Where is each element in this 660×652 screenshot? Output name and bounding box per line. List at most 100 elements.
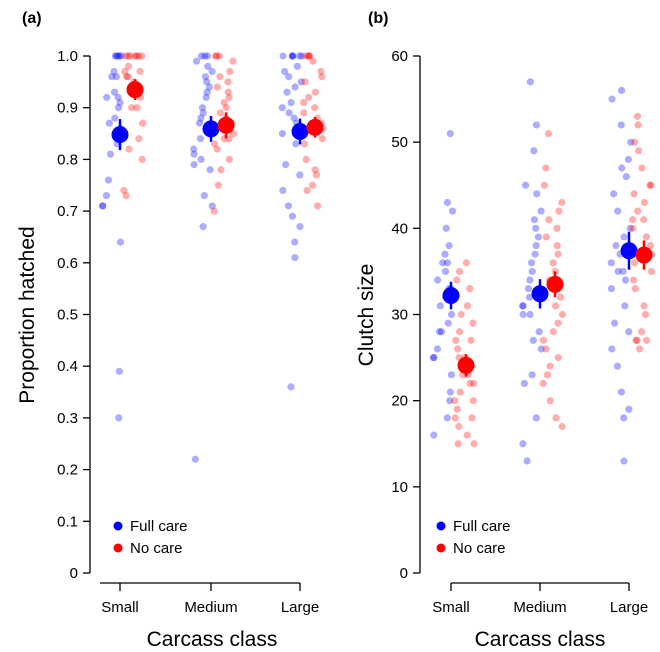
no-care-point — [135, 135, 143, 143]
no-care-point — [634, 121, 642, 129]
no-care-point — [549, 259, 557, 267]
no-care-point — [451, 397, 459, 405]
full-care-point — [293, 62, 301, 70]
no-care-point — [466, 379, 474, 388]
full-care-point — [278, 104, 286, 112]
no-care-point — [453, 276, 461, 284]
no-care-point — [454, 345, 462, 353]
full-care-point — [526, 78, 534, 86]
full-care-mean-point — [531, 285, 549, 303]
full-care-point — [617, 388, 626, 396]
no-care-point — [139, 119, 147, 127]
full-care-point — [532, 121, 541, 129]
full-care-point — [607, 259, 615, 267]
full-care-point — [625, 328, 633, 336]
no-care-point — [546, 397, 554, 405]
full-care-point — [298, 52, 306, 60]
full-care-point — [285, 109, 293, 117]
no-care-point — [633, 336, 641, 344]
no-care-point — [558, 198, 566, 207]
full-care-point — [534, 233, 543, 241]
no-care-point — [224, 78, 232, 86]
full-care-point — [530, 216, 539, 224]
no-care-point — [551, 302, 560, 310]
no-care-point — [643, 336, 651, 344]
full-care-point — [443, 414, 451, 422]
no-care-point — [641, 310, 650, 319]
no-care-point — [215, 52, 224, 60]
full-care-point — [519, 302, 527, 310]
full-care-point — [202, 93, 210, 101]
full-care-point — [195, 119, 204, 127]
no-care-point — [305, 93, 313, 101]
full-care-point — [447, 371, 456, 379]
no-care-point — [558, 310, 567, 319]
x-tick-label: Small — [101, 599, 139, 616]
full-care-point — [530, 147, 538, 155]
legend-marker — [436, 521, 446, 531]
no-care-point — [629, 276, 638, 284]
full-care-point — [439, 259, 447, 267]
no-care-point — [646, 181, 654, 189]
full-care-point — [430, 353, 438, 362]
full-care-point — [199, 109, 207, 117]
no-care-point — [635, 345, 644, 353]
panel-b-ylabel: Clutch size — [355, 264, 378, 367]
no-care-mean-point — [635, 246, 653, 264]
full-care-point — [610, 190, 618, 198]
full-care-point — [532, 241, 540, 250]
no-care-point — [302, 155, 310, 163]
no-care-point — [630, 190, 638, 198]
no-care-mean-point — [126, 81, 144, 99]
full-care-point — [192, 57, 201, 65]
full-care-point — [443, 198, 452, 207]
full-care-point — [297, 78, 305, 86]
no-care-point — [467, 336, 475, 344]
no-care-point — [124, 73, 132, 81]
no-care-point — [553, 224, 561, 232]
no-care-point — [318, 73, 326, 81]
full-care-point — [532, 224, 540, 232]
full-care-point — [288, 52, 297, 60]
x-tick-label: Small — [432, 599, 470, 616]
full-care-point — [284, 202, 293, 210]
no-care-point — [633, 112, 642, 120]
no-care-point — [224, 88, 232, 96]
x-tick-label: Large — [610, 599, 648, 616]
panel-b-xlabel: Carcass class — [475, 628, 606, 651]
full-care-point — [524, 285, 533, 293]
no-care-point — [211, 52, 220, 60]
no-care-mean-point — [217, 116, 235, 134]
no-care-point — [301, 78, 309, 86]
full-care-point — [620, 457, 628, 465]
full-care-point — [290, 114, 298, 122]
no-care-point — [312, 171, 321, 179]
full-care-point — [191, 455, 199, 463]
full-care-point — [99, 202, 107, 210]
no-care-point — [124, 52, 133, 60]
no-care-point — [210, 207, 218, 215]
full-care-point — [190, 150, 198, 158]
no-care-point — [544, 129, 553, 138]
full-care-point — [287, 383, 295, 391]
no-care-point — [225, 155, 233, 163]
full-care-mean-point — [620, 242, 638, 260]
no-care-point — [311, 104, 319, 112]
y-tick-label: 30 — [391, 307, 408, 324]
no-care-point — [135, 52, 143, 60]
no-care-point — [631, 138, 639, 146]
full-care-point — [612, 241, 620, 250]
no-care-point — [647, 267, 656, 276]
full-care-point — [111, 52, 119, 60]
full-care-point — [115, 367, 123, 375]
full-care-point — [114, 52, 122, 60]
full-care-point — [205, 83, 214, 91]
no-care-point — [123, 73, 131, 81]
no-care-point — [138, 52, 146, 60]
full-care-point — [519, 302, 527, 310]
no-care-point — [120, 186, 128, 195]
no-care-mean-point — [306, 118, 324, 136]
no-care-point — [308, 181, 317, 189]
full-care-point — [535, 328, 543, 336]
full-care-point — [614, 267, 622, 276]
